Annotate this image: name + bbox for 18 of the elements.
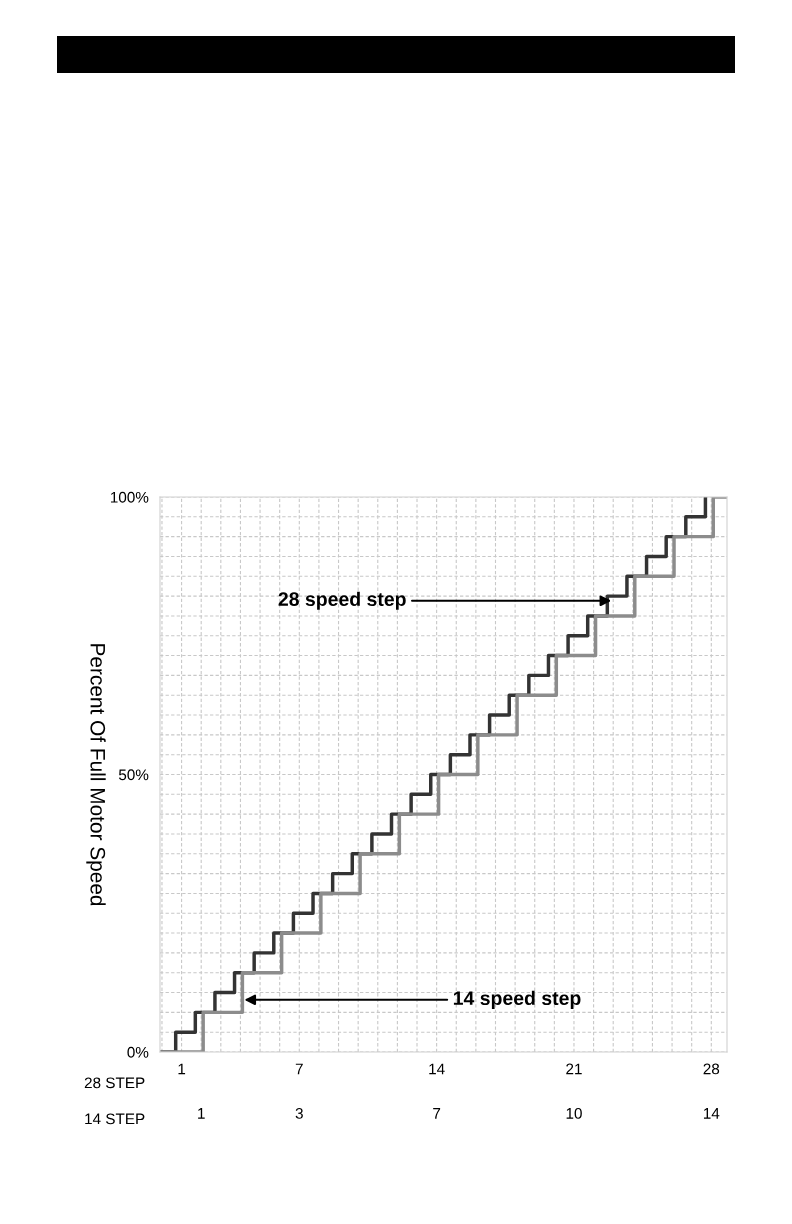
x2-tick-label: 3 [295,1107,303,1119]
x-tick-label: 21 [566,1063,582,1075]
x2-tick-label: 10 [566,1107,582,1119]
y-tick-label: 0% [127,1046,149,1058]
x2-tick-label: 1 [198,1108,205,1119]
y-axis-title: Percent Of Full Motor Speed [86,644,106,906]
x-tick-label: 7 [295,1063,303,1075]
annotation: 14 speed step [453,990,581,1009]
x2-axis-title: 14 STEP [85,1113,145,1125]
x-tick-label: 1 [178,1063,186,1075]
x2-tick-label: 7 [433,1108,441,1119]
x-tick-label: 28 [703,1063,720,1075]
y-tick-label: 100% [110,491,149,503]
x2-tick-label: 14 [703,1108,720,1119]
x-axis-title: 28 STEP [84,1077,145,1089]
x-tick-label: 14 [429,1063,445,1075]
y-tick-label: 50% [118,769,149,781]
annotation: 28 speed step [278,591,406,610]
